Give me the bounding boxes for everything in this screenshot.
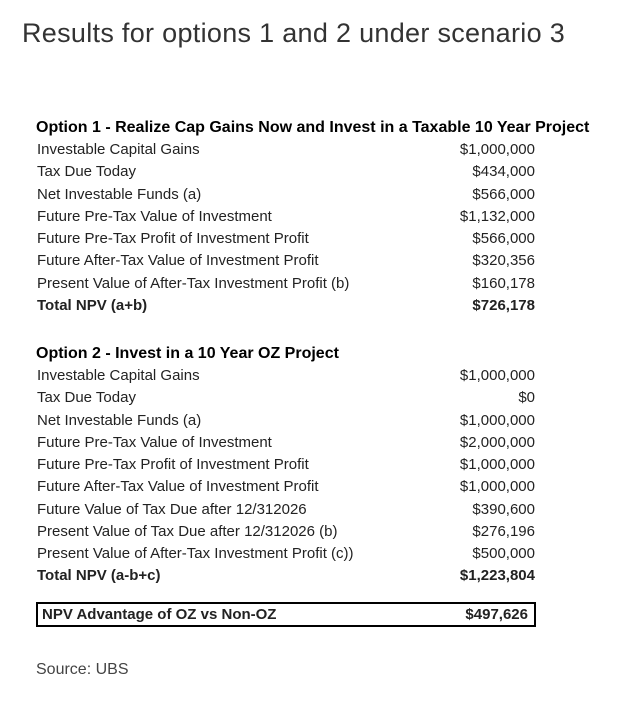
table-row: Future After-Tax Value of Investment Pro… — [36, 476, 536, 498]
page-title: Results for options 1 and 2 under scenar… — [22, 18, 618, 49]
table-row: Future Pre-Tax Profit of Investment Prof… — [36, 454, 536, 476]
table-row: Present Value of Tax Due after 12/312026… — [36, 521, 536, 543]
row-label: Net Investable Funds (a) — [36, 410, 440, 432]
table-row: Future Pre-Tax Value of Investment$2,000… — [36, 432, 536, 454]
row-value: $1,000,000 — [440, 454, 536, 476]
row-label: Future Pre-Tax Profit of Investment Prof… — [36, 228, 439, 250]
row-label: Future After-Tax Value of Investment Pro… — [36, 250, 439, 272]
row-label: Investable Capital Gains — [36, 139, 439, 161]
row-label: Present Value of Tax Due after 12/312026… — [36, 521, 440, 543]
row-value: $276,196 — [440, 521, 536, 543]
table-row: Tax Due Today$0 — [36, 387, 536, 409]
total-label: Total NPV (a+b) — [36, 295, 439, 317]
row-label: Future Pre-Tax Profit of Investment Prof… — [36, 454, 440, 476]
option2-heading: Option 2 - Invest in a 10 Year OZ Projec… — [36, 345, 618, 363]
page: Results for options 1 and 2 under scenar… — [0, 0, 640, 697]
advantage-label: NPV Advantage of OZ vs Non-OZ — [42, 606, 276, 623]
option1-total-row: Total NPV (a+b)$726,178 — [36, 295, 536, 317]
table-row: Future After-Tax Value of Investment Pro… — [36, 250, 536, 272]
table-row: Present Value of After-Tax Investment Pr… — [36, 273, 536, 295]
table-row: Future Pre-Tax Value of Investment$1,132… — [36, 206, 536, 228]
row-label: Future After-Tax Value of Investment Pro… — [36, 476, 440, 498]
table-row: Investable Capital Gains$1,000,000 — [36, 365, 536, 387]
row-label: Present Value of After-Tax Investment Pr… — [36, 273, 439, 295]
total-value: $726,178 — [439, 295, 536, 317]
content-block: Option 1 - Realize Cap Gains Now and Inv… — [36, 119, 618, 679]
row-label: Future Pre-Tax Value of Investment — [36, 432, 440, 454]
table-row: Future Pre-Tax Profit of Investment Prof… — [36, 228, 536, 250]
source-text: Source: UBS — [36, 661, 618, 679]
row-label: Present Value of After-Tax Investment Pr… — [36, 543, 440, 565]
row-value: $566,000 — [439, 228, 536, 250]
row-value: $0 — [440, 387, 536, 409]
row-value: $500,000 — [440, 543, 536, 565]
row-label: Tax Due Today — [36, 161, 439, 183]
table-row: Future Value of Tax Due after 12/312026$… — [36, 499, 536, 521]
total-value: $1,223,804 — [440, 565, 536, 587]
row-value: $320,356 — [439, 250, 536, 272]
row-value: $434,000 — [439, 161, 536, 183]
option2-table: Investable Capital Gains$1,000,000 Tax D… — [36, 365, 536, 588]
row-label: Future Value of Tax Due after 12/312026 — [36, 499, 440, 521]
table-row: Tax Due Today$434,000 — [36, 161, 536, 183]
row-value: $160,178 — [439, 273, 536, 295]
row-value: $1,000,000 — [440, 410, 536, 432]
table-row: Net Investable Funds (a)$1,000,000 — [36, 410, 536, 432]
row-value: $1,000,000 — [440, 476, 536, 498]
row-value: $2,000,000 — [440, 432, 536, 454]
table-row: Net Investable Funds (a)$566,000 — [36, 184, 536, 206]
row-value: $1,000,000 — [440, 365, 536, 387]
advantage-value: $497,626 — [465, 606, 528, 623]
option1-heading: Option 1 - Realize Cap Gains Now and Inv… — [36, 119, 618, 137]
section-gap — [36, 317, 618, 345]
npv-advantage-box: NPV Advantage of OZ vs Non-OZ $497,626 — [36, 602, 536, 627]
row-value: $390,600 — [440, 499, 536, 521]
table-row: Present Value of After-Tax Investment Pr… — [36, 543, 536, 565]
row-value: $566,000 — [439, 184, 536, 206]
option1-table: Investable Capital Gains$1,000,000 Tax D… — [36, 139, 536, 317]
row-label: Tax Due Today — [36, 387, 440, 409]
row-label: Net Investable Funds (a) — [36, 184, 439, 206]
row-label: Future Pre-Tax Value of Investment — [36, 206, 439, 228]
option2-total-row: Total NPV (a-b+c)$1,223,804 — [36, 565, 536, 587]
row-label: Investable Capital Gains — [36, 365, 440, 387]
row-value: $1,000,000 — [439, 139, 536, 161]
total-label: Total NPV (a-b+c) — [36, 565, 440, 587]
table-row: Investable Capital Gains$1,000,000 — [36, 139, 536, 161]
row-value: $1,132,000 — [439, 206, 536, 228]
